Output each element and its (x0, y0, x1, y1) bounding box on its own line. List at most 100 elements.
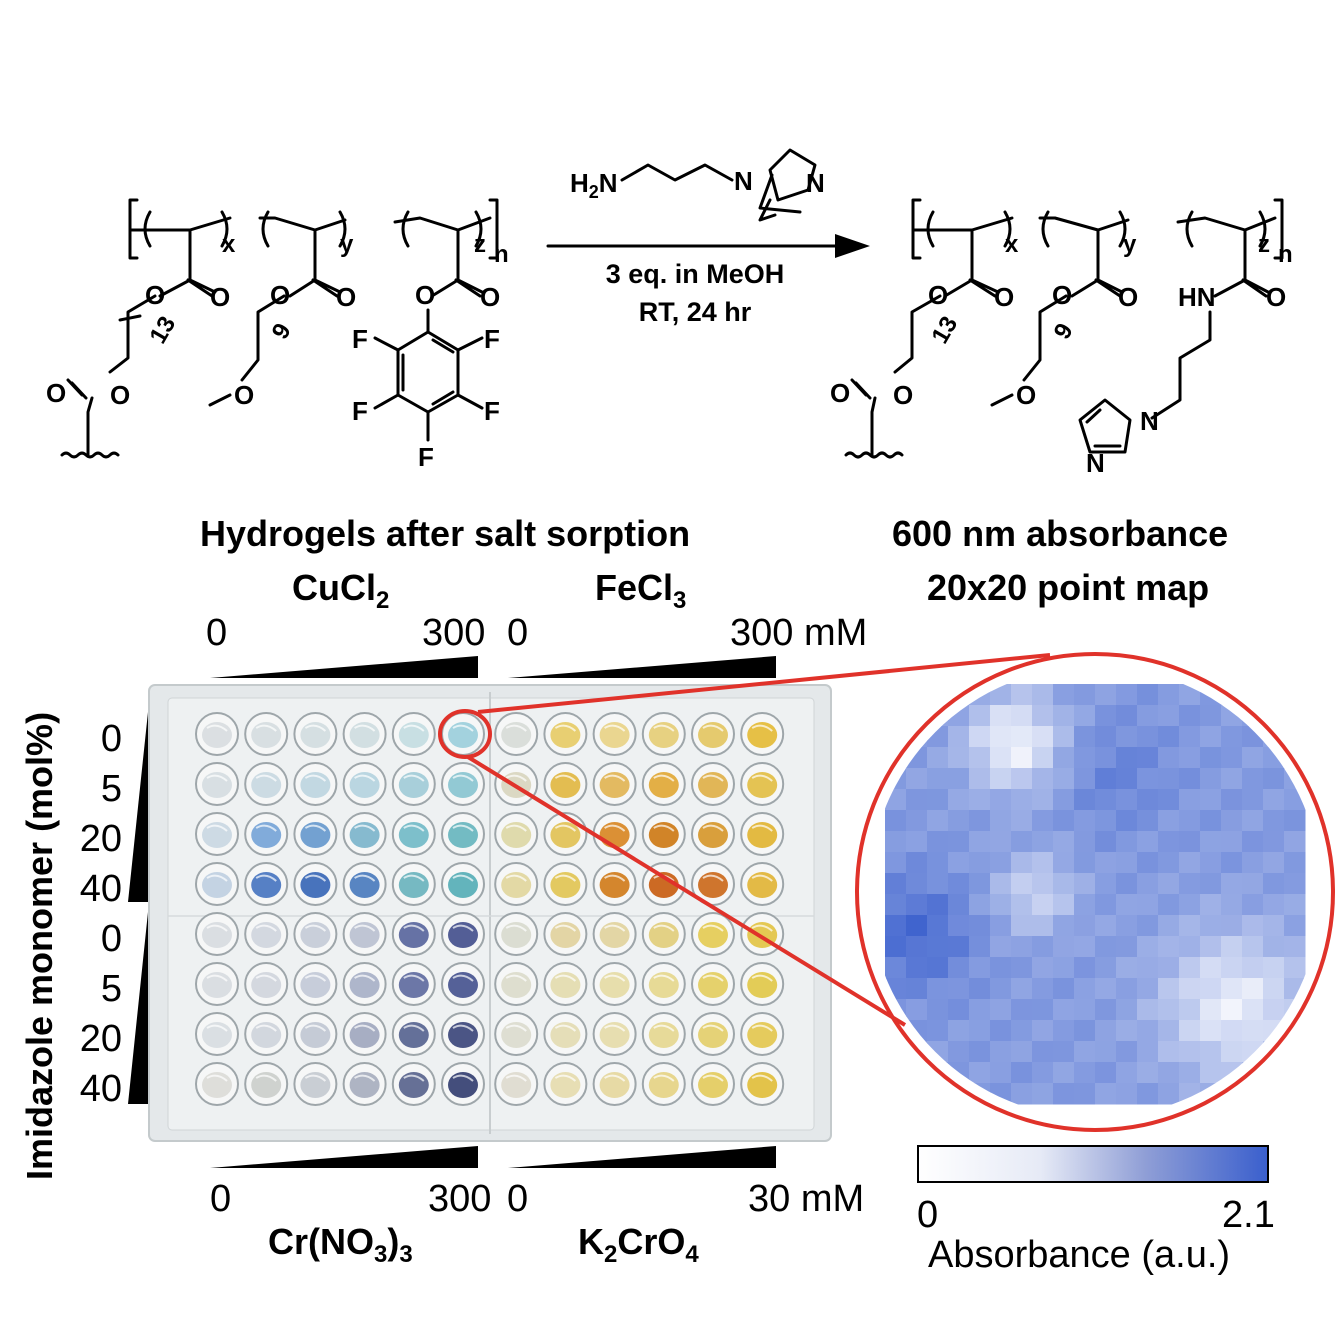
heatmap-cell (1137, 747, 1159, 769)
well-shine (702, 1024, 724, 1032)
heatmap-cell (1179, 894, 1201, 916)
atom-o-left-9: O (480, 282, 500, 312)
heatmap-cell (969, 852, 991, 874)
atom-o-right-7: O (1016, 380, 1036, 410)
heatmap-cell (927, 915, 949, 937)
heatmap-cell (1032, 873, 1054, 895)
heatmap-cell (906, 873, 928, 895)
well-shine (354, 874, 376, 882)
atom-o-left-3: O (110, 380, 130, 410)
heatmap-cell (948, 747, 970, 769)
heatmap-cell (990, 873, 1012, 895)
heatmap-cell (1095, 936, 1117, 958)
heatmap-cell (1242, 852, 1264, 874)
heatmap-cell (1095, 915, 1117, 937)
reagent-amine: H2N (570, 168, 618, 202)
heatmap-cell (1095, 1041, 1117, 1063)
heatmap-cell (1284, 705, 1306, 727)
heatmap-cell (1032, 978, 1054, 1000)
well-shine (653, 1074, 675, 1082)
heatmap-cell (1284, 1041, 1306, 1063)
well-shine (206, 924, 228, 932)
heatmap-cell (1053, 999, 1075, 1021)
heatmap-cell (1011, 957, 1033, 979)
heatmap-cell (927, 726, 949, 748)
heatmap-cell (1263, 999, 1285, 1021)
heatmap-cell (1221, 1041, 1243, 1063)
heatmap-cell (969, 873, 991, 895)
well-shine (554, 924, 577, 932)
heatmap-cell (990, 684, 1012, 706)
heatmap-cell (885, 789, 907, 811)
well-shine (702, 874, 724, 882)
heatmap-cell (1011, 873, 1033, 895)
heatmap-cell (906, 810, 928, 832)
heatmap-cell (1263, 810, 1285, 832)
heatmap-cell (1221, 810, 1243, 832)
wedge-bottom-left (210, 1146, 478, 1168)
heatmap-cell (1011, 768, 1033, 790)
heatmap-cell (1137, 810, 1159, 832)
well-shine (452, 824, 474, 832)
k2cro4-max: 30 mM (748, 1178, 865, 1220)
heatmap-cell (969, 1041, 991, 1063)
heatmap-cell (1179, 768, 1201, 790)
heatmap-cell (1011, 705, 1033, 727)
heatmap-cell (1221, 831, 1243, 853)
heatmap-cell (1158, 831, 1180, 853)
selected-well-ring (438, 709, 492, 759)
atom-n-ring-2: N (1086, 448, 1105, 478)
well-shine (206, 974, 228, 982)
heatmap-cell (948, 705, 970, 727)
heatmap-cell (927, 810, 949, 832)
atom-o-right-3: O (893, 380, 913, 410)
heatmap-cell (1158, 999, 1180, 1021)
heatmap-cell (990, 915, 1012, 937)
heatmap-cell (885, 852, 907, 874)
heatmap-cell (927, 978, 949, 1000)
heatmap-cell (990, 894, 1012, 916)
heatmap-cell (1053, 852, 1075, 874)
atom-o-left-7: O (234, 380, 254, 410)
heatmap-cell (1116, 999, 1138, 1021)
heatmap-cell (969, 1062, 991, 1084)
well-shine (354, 1024, 376, 1032)
heatmap-cell (1053, 726, 1075, 748)
heatmap-cell (1158, 873, 1180, 895)
heatmap-cell (1200, 726, 1222, 748)
heatmap-cell (885, 957, 907, 979)
heatmap-cell (1116, 957, 1138, 979)
heatmap-cell (906, 684, 928, 706)
heatmap-cell (990, 936, 1012, 958)
heatmap-cell (1011, 894, 1033, 916)
heatmap-cell (1011, 852, 1033, 874)
heatmap-cell (1242, 831, 1264, 853)
well-shine (403, 974, 425, 982)
heatmap-cell (1200, 831, 1222, 853)
cucl2-max: 300 (422, 612, 486, 654)
heatmap-cell (1200, 957, 1222, 979)
heatmap-cell (1095, 999, 1117, 1021)
heatmap-cell (1074, 1020, 1096, 1042)
well-shine (751, 1024, 773, 1032)
atom-o-left-1: O (145, 280, 165, 310)
heatmap-cell (1242, 915, 1264, 937)
heatmap-cell (1053, 1083, 1075, 1105)
heatmap-cell (969, 810, 991, 832)
reaction-scheme: O O O O O O O O O F F F F F x y z n 13 9… (46, 148, 1293, 478)
heatmap-cell (1284, 873, 1306, 895)
heatmap-cell (1095, 873, 1117, 895)
heatmap-cell (1116, 978, 1138, 1000)
heatmap-cell (1116, 705, 1138, 727)
map-title-line-2: 20x20 point map (927, 567, 1210, 608)
heatmap-cell (1053, 768, 1075, 790)
well-shine (554, 974, 577, 982)
well-shine (452, 774, 474, 782)
heatmap-cell (1137, 726, 1159, 748)
salt-cucl2: CuCl2 (292, 567, 390, 615)
heatmap-cell (1242, 789, 1264, 811)
heatmap-cell (885, 684, 907, 706)
heatmap-cell (1137, 999, 1159, 1021)
